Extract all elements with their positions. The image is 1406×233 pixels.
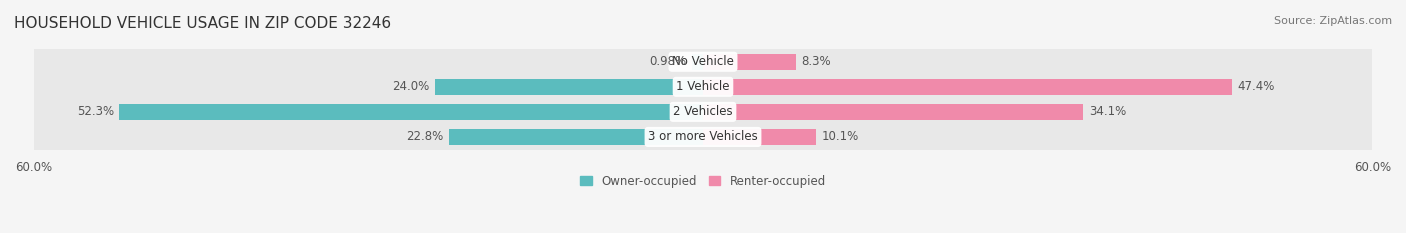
Legend: Owner-occupied, Renter-occupied: Owner-occupied, Renter-occupied xyxy=(575,170,831,193)
Text: 22.8%: 22.8% xyxy=(406,130,443,144)
Bar xyxy=(34,99,1372,124)
Text: 24.0%: 24.0% xyxy=(392,80,430,93)
Bar xyxy=(34,49,1372,74)
Bar xyxy=(703,79,1232,95)
Bar xyxy=(449,129,703,145)
Text: 3 or more Vehicles: 3 or more Vehicles xyxy=(648,130,758,144)
Text: 8.3%: 8.3% xyxy=(801,55,831,68)
Text: No Vehicle: No Vehicle xyxy=(672,55,734,68)
Bar xyxy=(692,54,703,69)
Text: HOUSEHOLD VEHICLE USAGE IN ZIP CODE 32246: HOUSEHOLD VEHICLE USAGE IN ZIP CODE 3224… xyxy=(14,16,391,31)
Bar xyxy=(120,104,703,120)
Bar xyxy=(703,129,815,145)
Text: 34.1%: 34.1% xyxy=(1090,105,1126,118)
Bar xyxy=(703,104,1084,120)
Bar xyxy=(436,79,703,95)
Text: Source: ZipAtlas.com: Source: ZipAtlas.com xyxy=(1274,16,1392,26)
Text: 0.98%: 0.98% xyxy=(650,55,686,68)
Text: 1 Vehicle: 1 Vehicle xyxy=(676,80,730,93)
Bar xyxy=(703,54,796,69)
Text: 2 Vehicles: 2 Vehicles xyxy=(673,105,733,118)
Text: 52.3%: 52.3% xyxy=(77,105,114,118)
Bar xyxy=(34,74,1372,99)
Bar xyxy=(34,124,1372,150)
Text: 10.1%: 10.1% xyxy=(821,130,859,144)
Text: 47.4%: 47.4% xyxy=(1237,80,1275,93)
